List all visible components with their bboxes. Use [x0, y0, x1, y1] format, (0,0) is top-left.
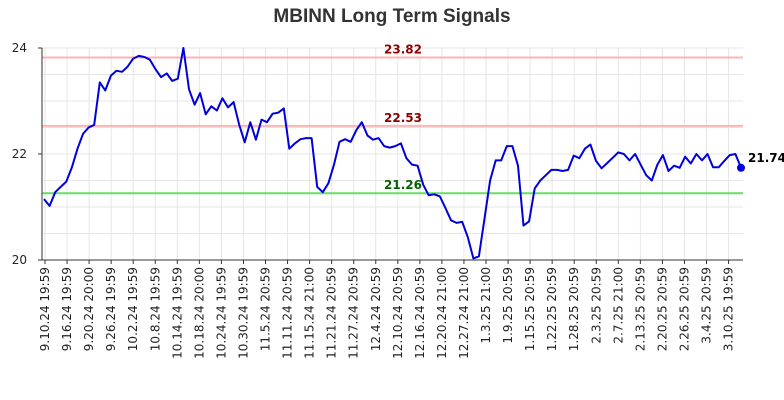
x-tick-label: 10.8.24 19:59: [148, 267, 162, 351]
x-tick-label: 3.10.25 19:59: [722, 267, 736, 351]
x-tick-label: 10.2.24 19:59: [126, 267, 140, 351]
y-tick-label: 22: [12, 147, 27, 161]
x-tick-label: 1.22.25 20:59: [545, 267, 559, 351]
x-tick-label: 9.20.24 20:00: [82, 267, 96, 351]
x-tick-label: 2.13.25 20:59: [633, 267, 647, 351]
x-tick-label: 12.27.24 21:00: [457, 267, 471, 359]
x-tick-label: 11.27.24 20:59: [347, 267, 361, 359]
x-tick-label: 10.30.24 19:59: [236, 267, 250, 359]
x-tick-label: 11.5.24 20:59: [259, 267, 273, 351]
x-tick-label: 1.15.25 20:59: [523, 267, 537, 351]
x-tick-label: 2.3.25 20:59: [589, 267, 603, 344]
x-tick-label: 10.24.24 19:59: [214, 267, 228, 359]
x-tick-label: 2.26.25 20:59: [677, 267, 691, 351]
x-tick-label: 1.9.25 20:59: [501, 267, 515, 344]
x-tick-label: 1.3.25 21:00: [479, 267, 493, 344]
x-tick-label: 10.18.24 20:00: [192, 267, 206, 359]
chart-title: MBINN Long Term Signals: [273, 6, 511, 27]
x-tick-label: 12.10.24 20:59: [391, 267, 405, 359]
last-value-label: 21.74: [748, 151, 784, 165]
x-tick-label: 12.16.24 20:59: [413, 267, 427, 359]
y-tick-label: 20: [12, 253, 27, 267]
signal-level-label: 21.26: [384, 178, 422, 192]
x-tick-label: 3.4.25 20:59: [700, 267, 714, 344]
series-line: [43, 47, 742, 260]
x-tick-label: 12.20.24 21:00: [435, 267, 449, 359]
signal-level-label: 22.53: [384, 111, 422, 125]
x-tick-label: 2.20.25 20:59: [655, 267, 669, 351]
x-tick-label: 9.16.24 19:59: [60, 267, 74, 351]
signal-level-label: 23.82: [384, 43, 422, 57]
x-tick-label: 12.4.24 20:59: [369, 267, 383, 351]
x-tick-label: 11.15.24 21:00: [303, 267, 317, 359]
last-value-point: [737, 163, 745, 172]
x-tick-label: 11.11.24 20:59: [281, 267, 295, 359]
x-tick-label: 2.7.25 21:00: [611, 267, 625, 344]
y-tick-label: 24: [12, 41, 27, 55]
x-tick-label: 1.28.25 20:59: [567, 267, 581, 351]
x-tick-label: 9.26.24 19:59: [104, 267, 118, 351]
x-tick-label: 10.14.24 19:59: [170, 267, 184, 359]
x-tick-label: 11.21.24 20:59: [325, 267, 339, 359]
x-tick-label: 9.10.24 19:59: [38, 267, 52, 351]
